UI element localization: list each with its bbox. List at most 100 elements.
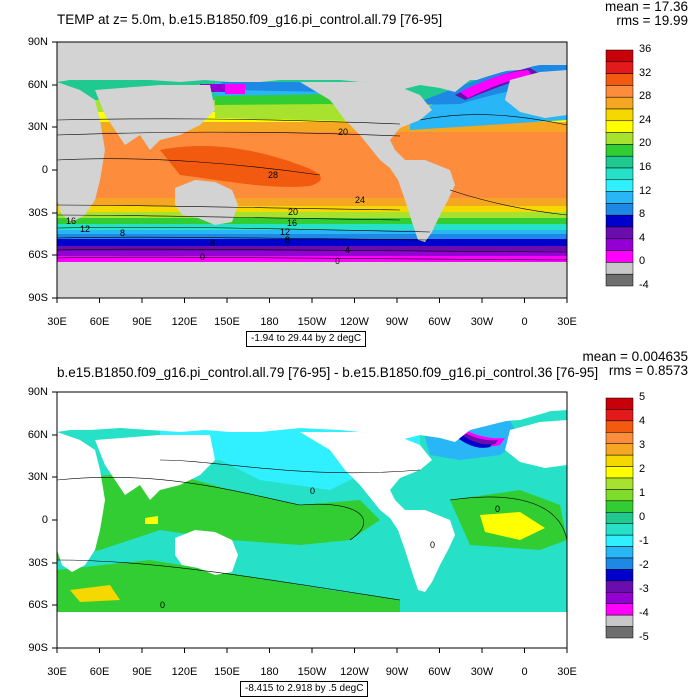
top-lon-tick: 120E — [171, 316, 198, 328]
colorbar-tick-label: 32 — [639, 66, 652, 79]
top-lon-tick: 90W — [385, 316, 409, 328]
colorbar-swatch — [605, 500, 634, 513]
colorbar-tick-label: 20 — [639, 137, 652, 150]
top-lat-tick: 0 — [41, 164, 48, 176]
bottom-lon-tick: 180 — [260, 666, 279, 678]
top-lon-tick: 60W — [428, 316, 451, 328]
colorbar-tick-label: 0 — [639, 255, 646, 268]
bottom-lat-tick: 90N — [27, 386, 48, 398]
bottom-lon-tick: 150E — [214, 666, 240, 678]
colorbar-tick-label: 36 — [639, 43, 652, 55]
bottom-contour-label-1: 0 — [310, 486, 315, 496]
colorbar-tick-label: -4 — [639, 607, 649, 619]
top-mean-value: mean = 17.36 — [605, 0, 688, 14]
top-lon-tick: 150E — [214, 316, 240, 328]
colorbar-swatch — [605, 477, 634, 490]
top-map-stats: mean = 17.36 rms = 19.99 — [605, 0, 688, 28]
colorbar-tick-label: 8 — [639, 208, 646, 221]
bottom-lat-tick: 90S — [28, 642, 48, 654]
colorbar-swatch — [605, 580, 634, 593]
bottom-lat-tick: 30S — [28, 557, 48, 569]
bottom-lon-tick: 120E — [171, 666, 198, 678]
colorbar-swatch — [605, 534, 634, 547]
top-contour-label-9: 8 — [120, 228, 125, 238]
bottom-lon-tick: 120W — [340, 666, 369, 678]
bottom-map-title: b.e15.B1850.f09_g16.pi_control.all.79 [7… — [57, 365, 599, 380]
bottom-contour-label-2: 0 — [160, 600, 165, 610]
top-lat-tick: 60S — [28, 249, 48, 261]
top-contour-label-12: 4 — [345, 245, 350, 255]
colorbar-tick-label: 2 — [639, 463, 646, 475]
bottom-lon-tick: 30W — [470, 666, 494, 678]
top-lat-tick: 30N — [27, 121, 48, 133]
colorbar-swatch — [605, 454, 634, 467]
top-lon-tick: 60E — [89, 316, 110, 328]
colorbar-swatch — [605, 614, 634, 627]
colorbar-tick-label: -4 — [639, 279, 649, 291]
top-contour-label-1: 20 — [338, 127, 348, 137]
top-lon-tick: 90E — [132, 316, 152, 328]
top-contour-label-6: 12 — [80, 224, 90, 234]
colorbar-swatch — [605, 523, 634, 536]
colorbar-tick-label: -5 — [639, 631, 649, 643]
bottom-range-label: -8.415 to 2.918 by .5 degC — [240, 681, 369, 697]
bottom-lat-tick: 30N — [27, 471, 48, 483]
colorbar-tick-label: 4 — [639, 231, 646, 244]
colorbar-swatch — [605, 546, 634, 559]
top-contour-label-4: 20 — [288, 207, 298, 217]
top-lon-tick: 0 — [521, 316, 528, 328]
top-lat-tick: 30S — [28, 207, 48, 219]
bottom-lon-tick: 90E — [132, 666, 152, 678]
colorbar-tick-label: 24 — [639, 113, 652, 126]
top-contour-label-3: 24 — [355, 195, 365, 205]
top-contour-label-11: 8 — [210, 238, 215, 248]
bottom-contour-label-4: 0 — [495, 504, 500, 514]
bottom-lon-tick: 0 — [521, 666, 528, 678]
colorbar-tick-label: 12 — [639, 184, 652, 197]
top-contour-label-13: 0 — [200, 252, 205, 262]
colorbar-swatch — [605, 489, 634, 502]
colorbar-tick-label: -2 — [639, 559, 649, 571]
colorbar-swatch — [605, 409, 634, 422]
bottom-lon-tick: 30E — [557, 666, 577, 678]
colorbar-swatch — [605, 420, 634, 433]
colorbar-tick-label: 4 — [639, 415, 646, 427]
colorbar-tick-label: 1 — [639, 487, 646, 499]
top-lon-tick: 30E — [557, 316, 577, 328]
bottom-contour-label-3: 0 — [430, 540, 435, 550]
top-contour-label-7: 16 — [287, 218, 297, 228]
top-lat-tick: 90S — [28, 292, 48, 304]
bottom-lon-tick: 150W — [297, 666, 327, 678]
colorbar-swatch — [605, 466, 634, 479]
top-lat-tick: 90N — [27, 36, 48, 48]
colorbar-swatch — [605, 273, 634, 287]
colorbar-tick-label: 16 — [639, 161, 652, 173]
bottom-lon-tick: 90W — [385, 666, 409, 678]
top-lon-tick: 30E — [47, 316, 67, 328]
colorbar-swatch — [605, 432, 634, 444]
top-contour-label-8: 12 — [280, 227, 290, 237]
bottom-lat-tick: 60S — [28, 599, 48, 611]
bottom-lon-tick: 60E — [89, 666, 110, 678]
top-contour-label-5: 16 — [66, 216, 76, 226]
top-map-title: TEMP at z= 5.0m, b.e15.B1850.f09_g16.pi_… — [57, 12, 443, 27]
colorbar-tick-label: 3 — [639, 439, 646, 451]
bottom-lat-tick: 0 — [41, 514, 48, 526]
top-contour-label-2: 28 — [268, 170, 278, 180]
colorbar-tick-label: -3 — [639, 583, 649, 595]
bottom-lon-tick: 60W — [428, 666, 451, 678]
bottom-mean-value: mean = 0.004635 — [582, 349, 688, 364]
top-lon-tick: 120W — [340, 316, 369, 328]
bottom-lon-tick: 30E — [47, 666, 67, 678]
bottom-lat-tick: 60N — [27, 429, 48, 441]
colorbar-swatch — [605, 592, 634, 604]
top-lat-tick: 60N — [27, 79, 48, 91]
colorbar-tick-label: 5 — [639, 391, 646, 403]
colorbar-swatch — [605, 626, 634, 639]
top-lon-tick: 180 — [260, 316, 279, 328]
top-lon-tick: 30W — [470, 316, 494, 328]
top-contour-label-14: 0 — [335, 256, 340, 266]
